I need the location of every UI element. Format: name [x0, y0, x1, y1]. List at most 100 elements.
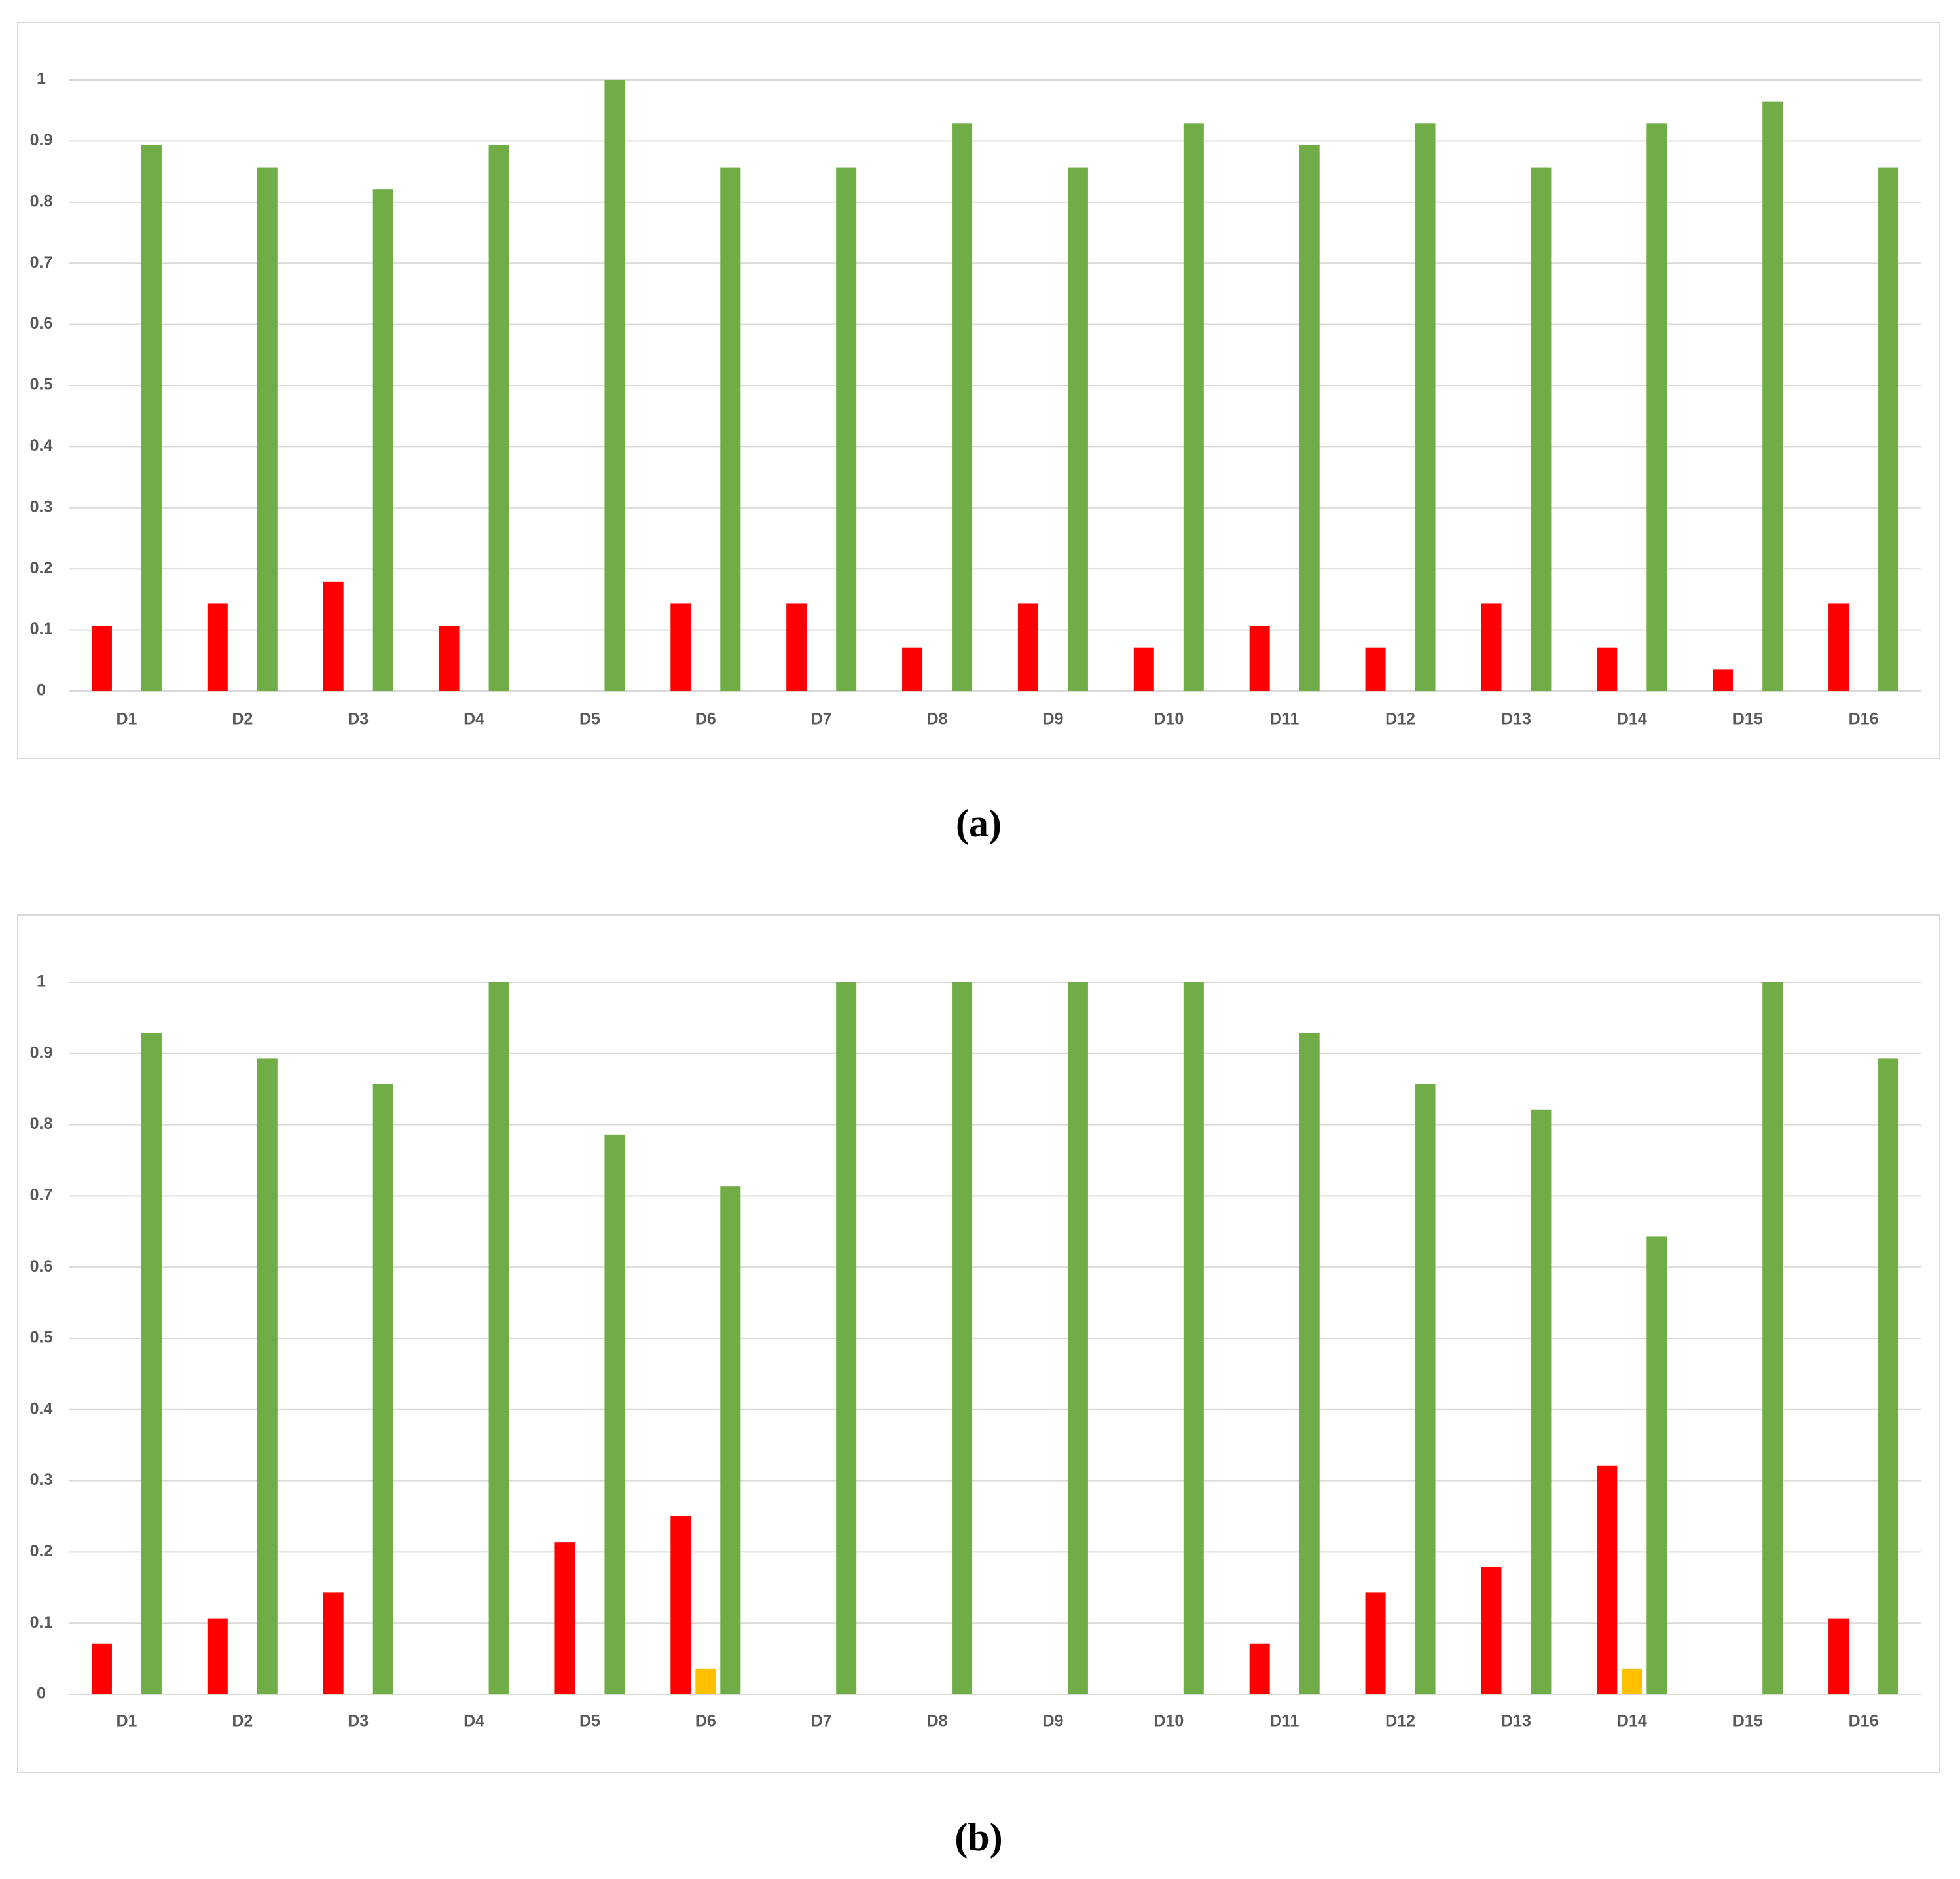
x-tick-label: D13 — [1501, 710, 1531, 728]
x-tick-label: D10 — [1153, 710, 1184, 728]
y-tick-label: 0.9 — [30, 1043, 53, 1062]
y-tick-label: 0.8 — [30, 1115, 53, 1133]
bar — [141, 1033, 162, 1694]
chart-frame — [17, 914, 1940, 1773]
bar — [1762, 101, 1783, 691]
bar — [372, 189, 393, 691]
bar — [1133, 647, 1154, 691]
y-tick-label: 0 — [37, 681, 46, 700]
x-tick-label: D8 — [927, 1712, 948, 1730]
y-tick-label: 0.7 — [30, 1186, 53, 1204]
y-tick-label: 0.5 — [30, 1329, 53, 1347]
bar — [902, 647, 923, 691]
x-tick-label: D5 — [579, 1712, 600, 1730]
bar — [257, 167, 278, 691]
bar — [952, 982, 973, 1694]
bar — [1415, 1084, 1436, 1694]
x-tick-label: D11 — [1270, 1712, 1299, 1730]
bar — [1017, 603, 1038, 691]
bar — [1828, 1618, 1849, 1694]
x-tick-label: D5 — [579, 710, 600, 728]
x-tick-label: D1 — [116, 1712, 137, 1730]
x-tick-label: D3 — [348, 710, 369, 728]
y-tick-label: 0.6 — [30, 314, 53, 332]
bar — [1828, 603, 1849, 691]
x-tick-label: D16 — [1849, 710, 1879, 728]
bar — [207, 603, 228, 691]
x-tick-label: D13 — [1501, 1712, 1531, 1730]
x-tick-label: D8 — [927, 710, 948, 728]
bar — [836, 982, 857, 1694]
y-tick-label: 0.7 — [30, 253, 53, 272]
bar — [1597, 1465, 1618, 1694]
bar — [141, 145, 162, 692]
x-tick-label: D7 — [811, 1712, 832, 1730]
y-tick-label: 0.9 — [30, 131, 53, 149]
bar — [952, 123, 973, 692]
bar — [670, 603, 691, 691]
y-tick-label: 0.4 — [30, 437, 53, 455]
bar — [1713, 669, 1733, 691]
x-tick-label: D12 — [1385, 1712, 1415, 1730]
x-tick-label: D12 — [1385, 710, 1415, 728]
bar — [1365, 647, 1386, 691]
bar — [670, 1516, 691, 1694]
y-tick-label: 0.6 — [30, 1257, 53, 1276]
y-tick-label: 0.2 — [30, 559, 53, 577]
bar — [720, 167, 741, 691]
bar — [1531, 1109, 1552, 1694]
x-tick-label: D16 — [1849, 1712, 1879, 1730]
bar — [1762, 982, 1783, 1694]
bar — [1878, 167, 1899, 691]
x-tick-label: D1 — [116, 710, 137, 728]
bar — [604, 1134, 625, 1694]
x-tick-label: D15 — [1733, 710, 1763, 728]
y-tick-label: 0.1 — [30, 620, 53, 638]
x-tick-label: D6 — [695, 1712, 716, 1730]
x-tick-label: D2 — [232, 1712, 253, 1730]
y-tick-label: 0.3 — [30, 1471, 53, 1489]
x-tick-label: D15 — [1733, 1712, 1763, 1730]
x-tick-label: D6 — [695, 710, 716, 728]
bar — [836, 167, 857, 691]
x-tick-label: D14 — [1617, 710, 1647, 728]
bar — [1481, 603, 1502, 691]
y-tick-label: 0.5 — [30, 376, 53, 394]
bar — [695, 1668, 716, 1694]
bar — [1067, 982, 1088, 1694]
bar — [439, 626, 460, 691]
bar — [1597, 647, 1618, 691]
bar — [1299, 1033, 1320, 1694]
bar — [1481, 1567, 1502, 1694]
y-tick-label: 0.1 — [30, 1613, 53, 1632]
bar — [372, 1084, 393, 1694]
x-tick-label: D14 — [1617, 1712, 1647, 1730]
bar — [1878, 1058, 1899, 1694]
bar — [604, 80, 625, 691]
bar — [257, 1058, 278, 1694]
bar — [488, 145, 509, 692]
y-tick-label: 0.3 — [30, 497, 53, 516]
y-tick-label: 0.4 — [30, 1399, 53, 1418]
bar — [1067, 167, 1088, 691]
x-tick-label: D2 — [232, 710, 253, 728]
chart-caption: (b) — [954, 1816, 1002, 1859]
bar — [323, 1592, 344, 1694]
bar — [786, 603, 807, 691]
y-tick-label: 0 — [37, 1685, 46, 1703]
x-tick-label: D10 — [1153, 1712, 1184, 1730]
bar — [91, 626, 112, 691]
y-tick-label: 1 — [37, 70, 46, 88]
bar — [720, 1186, 741, 1694]
bar — [207, 1618, 228, 1694]
y-tick-label: 0.2 — [30, 1542, 53, 1560]
bar — [1365, 1592, 1386, 1694]
bar — [1646, 1236, 1667, 1694]
bar — [1249, 626, 1270, 691]
x-tick-label: D4 — [463, 710, 484, 728]
bar — [1299, 145, 1320, 692]
bar — [1622, 1668, 1642, 1694]
x-tick-label: D9 — [1042, 710, 1063, 728]
x-tick-label: D11 — [1270, 710, 1299, 728]
